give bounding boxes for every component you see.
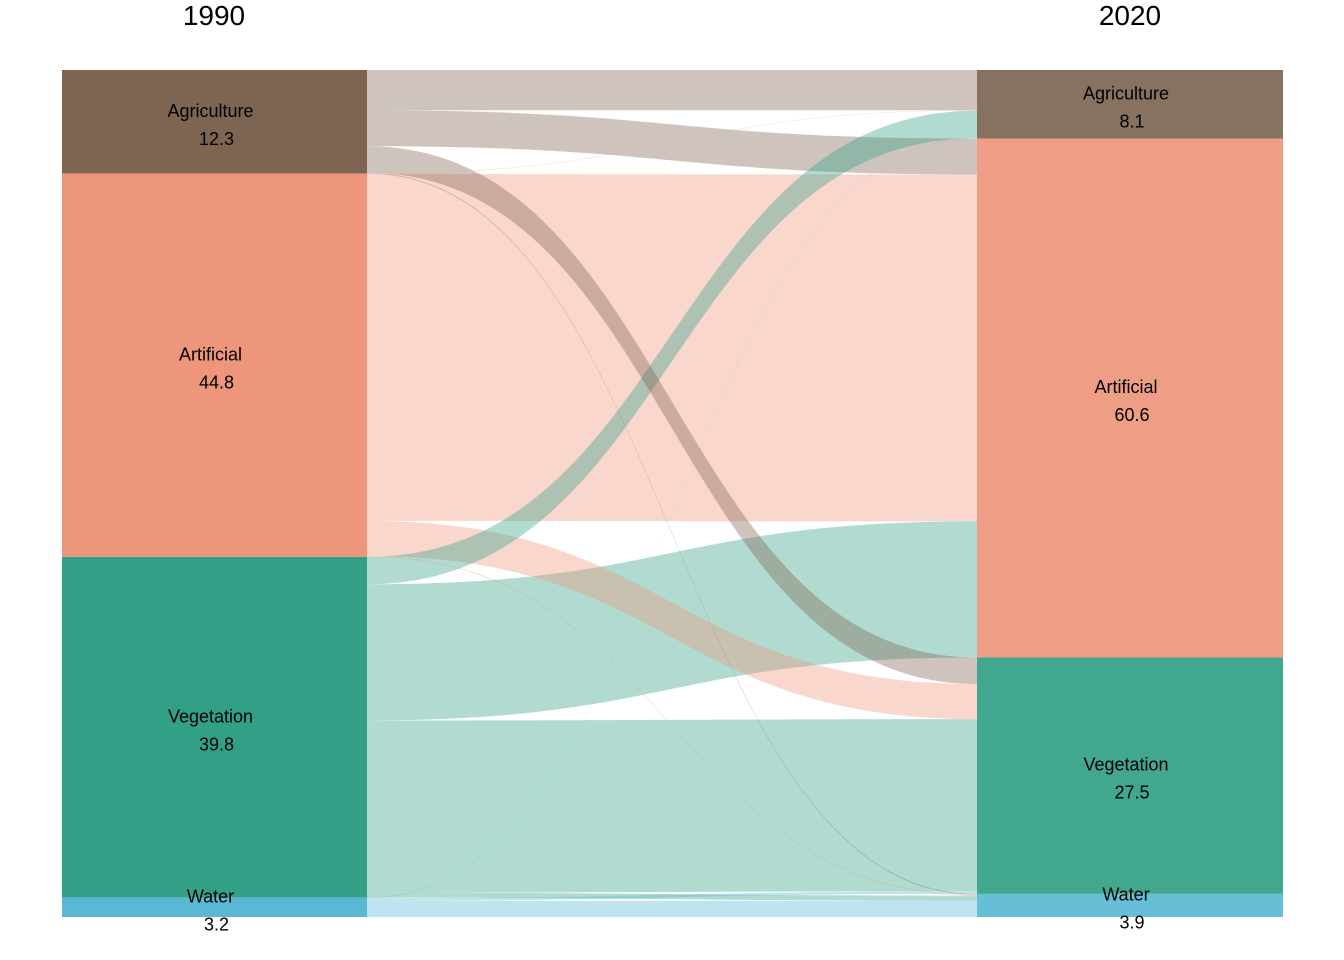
flow-artificial-to-agriculture (367, 110, 977, 175)
flow-water-to-vegetation (367, 891, 977, 901)
flow-water-to-agriculture (367, 138, 977, 899)
flow-vegetation-to-water (367, 892, 977, 901)
node-right-vegetation (977, 657, 1283, 894)
node-left-vegetation (62, 556, 367, 898)
node-label-left-artificial: Artificial (179, 344, 242, 364)
node-right-water (977, 893, 1283, 917)
node-value-right-artificial: 60.6 (1114, 405, 1149, 425)
node-label-right-artificial: Artificial (1094, 377, 1157, 397)
node-value-right-agriculture: 8.1 (1119, 111, 1144, 131)
flow-agriculture-to-vegetation (367, 146, 977, 685)
node-right-agriculture (977, 70, 1283, 139)
node-label-right-water: Water (1102, 884, 1149, 904)
node-value-left-water: 3.2 (204, 914, 229, 934)
node-left-agriculture (62, 70, 367, 174)
node-label-right-vegetation: Vegetation (1083, 755, 1168, 775)
node-left-artificial (62, 173, 367, 557)
node-value-left-agriculture: 12.3 (199, 129, 234, 149)
node-value-left-artificial: 44.8 (199, 372, 234, 392)
flow-vegetation-to-vegetation (367, 719, 977, 893)
node-label-left-agriculture: Agriculture (167, 101, 253, 121)
flow-artificial-to-vegetation (367, 520, 977, 720)
flow-links (367, 70, 977, 917)
node-left-water (62, 897, 367, 917)
flow-water-to-water (367, 900, 977, 917)
flow-agriculture-to-water (367, 172, 977, 895)
flow-agriculture-to-artificial (367, 110, 977, 175)
flow-artificial-to-artificial (367, 174, 977, 522)
category-nodes (62, 70, 1283, 917)
node-label-left-water: Water (187, 886, 234, 906)
flow-vegetation-to-artificial (367, 521, 977, 721)
node-value-right-water: 3.9 (1119, 912, 1144, 932)
node-value-right-vegetation: 27.5 (1114, 783, 1149, 803)
flow-agriculture-to-agriculture (367, 70, 977, 111)
flow-artificial-to-water (367, 556, 977, 896)
node-value-left-vegetation: 39.8 (199, 734, 234, 754)
column-header-right: 2020 (1099, 0, 1161, 31)
node-label-right-agriculture: Agriculture (1083, 83, 1169, 103)
flow-vegetation-to-agriculture (367, 110, 977, 585)
column-header-left: 1990 (183, 0, 245, 31)
node-labels: Agriculture 12.3 Artificial 44.8 Vegetation 3… (167, 83, 1169, 934)
node-label-left-vegetation: Vegetation (168, 706, 253, 726)
node-right-artificial (977, 138, 1283, 658)
